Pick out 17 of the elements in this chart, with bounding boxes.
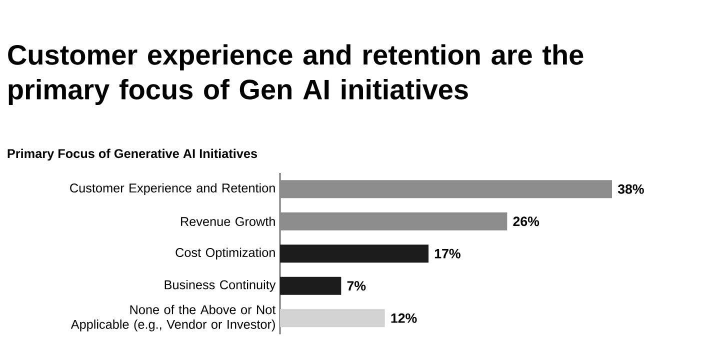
bar [280, 212, 508, 230]
text: Primary Focus of Generative AI Initiatives [8, 148, 258, 161]
data-label: 17% [434, 248, 460, 258]
y-tick-label: Business Continuity [164, 280, 276, 292]
bar [280, 180, 612, 198]
data-label: 7% [347, 281, 366, 291]
bar [280, 244, 429, 263]
y-tick-label: Customer Experience and Retention [70, 183, 275, 196]
bar [280, 309, 385, 328]
y-tick-label: None of the Above or Not Applicable (e.g., Vendor or Investor) [70, 304, 276, 332]
data-label: 26% [513, 216, 540, 226]
y-tick-label: Cost Optimization [176, 248, 275, 260]
bar [280, 276, 342, 295]
data-label: 12% [391, 313, 417, 323]
chart-title: Customer experience and retention are the primary focus of Gen AI initiatives [8, 44, 584, 106]
y-tick-label: Revenue Growth [181, 216, 275, 226]
data-label: 38% [618, 184, 644, 194]
